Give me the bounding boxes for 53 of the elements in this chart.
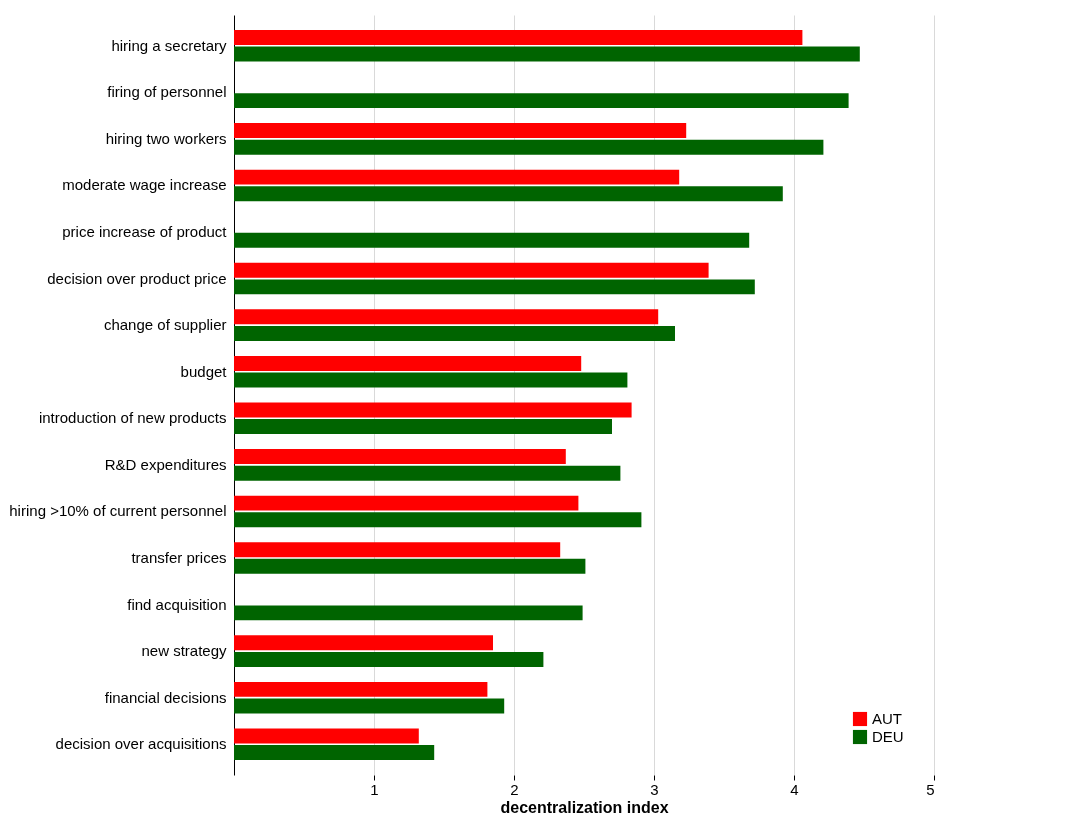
bar [234, 186, 783, 202]
bar [234, 681, 488, 697]
x-tick-label: 4 [790, 780, 799, 798]
bar [234, 542, 561, 558]
y-tick-label: hiring two workers [105, 129, 227, 147]
y-tick-label: new strategy [141, 642, 227, 660]
y-tick-label: financial decisions [104, 688, 227, 706]
bar [234, 605, 583, 621]
bar [234, 372, 628, 388]
bar [234, 745, 435, 761]
bar [234, 279, 755, 295]
bar [234, 402, 632, 418]
bar [234, 449, 566, 465]
bar [234, 139, 824, 155]
legend-label: DEU [872, 728, 904, 745]
y-tick-label: hiring >10% of current personnel [9, 502, 227, 520]
y-tick-label: decision over acquisitions [55, 735, 227, 753]
bar [234, 635, 493, 651]
bar [234, 93, 849, 109]
bar [234, 419, 612, 435]
bar [234, 651, 544, 667]
bar [234, 325, 675, 341]
bar [234, 355, 582, 371]
y-tick-label: hiring a secretary [111, 36, 227, 54]
bar [234, 46, 860, 62]
y-tick-label: transfer prices [131, 548, 227, 566]
y-tick-label: budget [180, 362, 228, 380]
bar [234, 465, 621, 481]
bar [234, 309, 659, 325]
x-axis-title: decentralization index [500, 798, 669, 816]
bar [234, 698, 505, 714]
x-tick-label: 5 [926, 780, 935, 798]
legend-label: AUT [872, 710, 902, 727]
y-tick-label: change of supplier [103, 316, 227, 334]
x-tick-label: 1 [370, 780, 379, 798]
x-tick-label: 2 [510, 780, 519, 798]
y-tick-label: R&D expenditures [104, 455, 227, 473]
x-tick-label: 3 [650, 780, 659, 798]
bar [234, 558, 586, 574]
bar [234, 232, 750, 248]
y-tick-label: moderate wage increase [62, 176, 227, 194]
bar [234, 29, 803, 45]
bar [234, 262, 709, 278]
y-tick-label: find acquisition [127, 595, 227, 613]
bar [234, 728, 419, 744]
y-tick-label: decision over product price [47, 269, 227, 287]
y-tick-label: introduction of new products [38, 409, 227, 427]
bar [234, 495, 579, 511]
bar [234, 169, 680, 185]
y-tick-label: price increase of product [62, 223, 228, 241]
bar [234, 512, 642, 528]
bar [234, 123, 687, 139]
y-tick-label: firing of personnel [107, 83, 227, 101]
